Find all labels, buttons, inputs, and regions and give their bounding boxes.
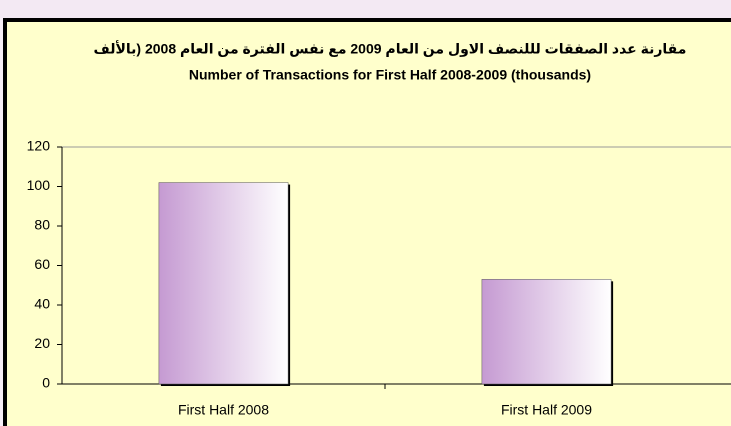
y-tick-label: 80 bbox=[34, 217, 50, 233]
y-tick-label: 40 bbox=[34, 296, 50, 312]
chart-title: مقارنة عدد الصفقات لللنصف الاول من العام… bbox=[94, 41, 687, 58]
y-tick-label: 120 bbox=[27, 138, 51, 154]
x-tick-label: First Half 2008 bbox=[178, 402, 269, 418]
bar bbox=[481, 279, 612, 385]
y-tick-label: 100 bbox=[27, 177, 51, 193]
y-tick-label: 0 bbox=[42, 375, 50, 391]
bar bbox=[158, 182, 289, 385]
y-tick-label: 20 bbox=[34, 335, 50, 351]
chart-subtitle: Number of Transactions for First Half 20… bbox=[189, 67, 591, 83]
top-strip bbox=[0, 0, 731, 18]
y-tick-label: 60 bbox=[34, 256, 50, 272]
x-tick-label: First Half 2009 bbox=[501, 402, 592, 418]
